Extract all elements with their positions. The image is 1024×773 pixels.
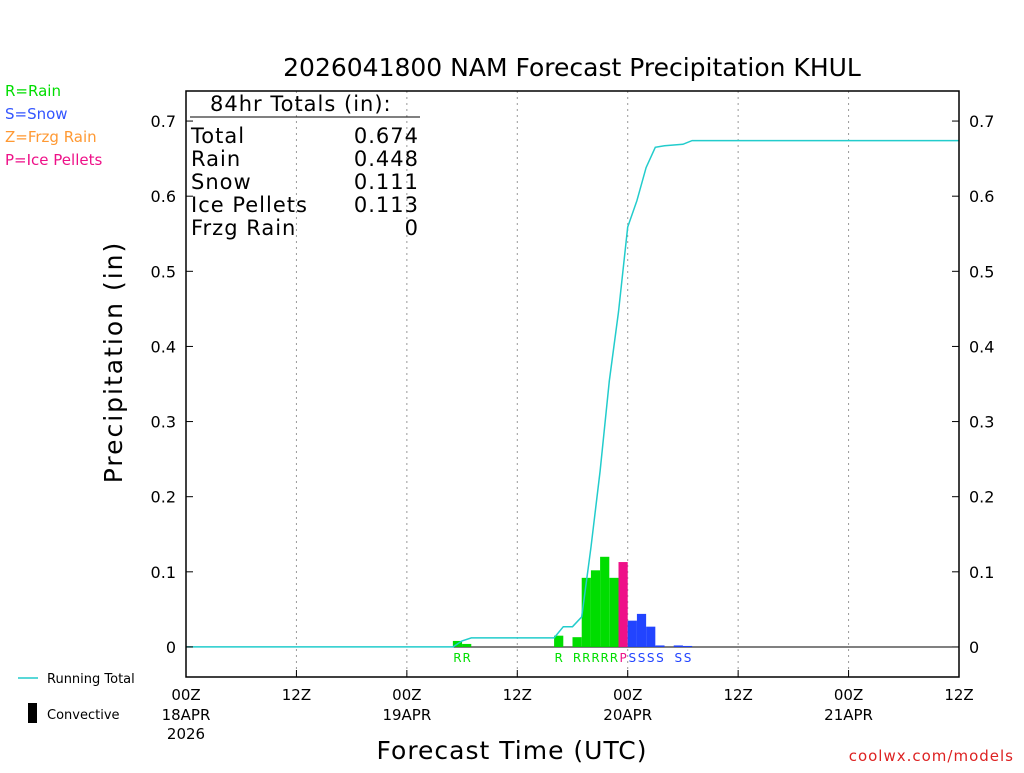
precip-type-label: S (629, 651, 637, 665)
x-tick-label: 00Z (834, 686, 863, 704)
precip-type-label: R (582, 651, 590, 665)
y-tick-label-left: 0 (166, 638, 176, 657)
running-total-line (186, 139, 959, 648)
y-tick-label-left: 0.4 (151, 337, 176, 356)
totals-heading: 84hr Totals (in): (210, 92, 392, 116)
precip-bar (609, 577, 619, 647)
plot-area: R R R R R R R R P S S S S S S0 00.1 0.10.2 0.20.3 0.30.4 0.… (151, 90, 994, 743)
x-tick-year: 2026 (167, 725, 205, 743)
precip-bar (572, 637, 582, 647)
totals-row-label: Frzg Rain (191, 216, 296, 240)
x-tick-label: 00Z (613, 686, 642, 704)
bottom-legend: Running Total Convective (18, 672, 135, 723)
x-axis-label: Forecast Time (UTC) (377, 736, 648, 765)
precip-type-legend-entry: Z=Frzg Rain (5, 128, 97, 146)
y-tick-label-left: 0.5 (151, 262, 176, 281)
precip-type-label: R (555, 651, 563, 665)
y-tick-label-right: 0.4 (969, 337, 994, 356)
running-total-legend-label: Running Total (47, 672, 135, 687)
totals-row-value: 0.448 (354, 147, 419, 171)
y-tick-label-right: 0.5 (969, 262, 994, 281)
x-tick-label: 12Z (944, 686, 973, 704)
totals-box: 84hr Totals (in): Total 0.674 Rain 0.448 Snow… (190, 92, 420, 240)
totals-row-label: Snow (191, 170, 252, 194)
precip-bar (462, 643, 472, 647)
totals-row-label: Rain (191, 147, 241, 171)
totals-row-value: 0.111 (354, 170, 419, 194)
totals-row-value: 0.674 (354, 124, 419, 148)
precip-type-label: S (656, 651, 664, 665)
precip-bar (646, 626, 656, 647)
precip-type-legend-entry: P=Ice Pellets (5, 151, 102, 169)
x-tick-date: 18APR (162, 706, 211, 724)
y-tick-label-right: 0.1 (969, 563, 994, 582)
y-tick-label-left: 0.2 (151, 488, 176, 507)
y-tick-label-left: 0.7 (151, 112, 176, 131)
y-tick-label-right: 0.3 (969, 413, 994, 432)
precip-bar (554, 635, 564, 647)
precip-type-legend: R=Rain S=Snow Z=Frzg Rain P=Ice Pellets (5, 82, 102, 169)
precip-type-label: R (591, 651, 599, 665)
x-tick-label: 12Z (282, 686, 311, 704)
y-tick-label-right: 0.2 (969, 488, 994, 507)
credit-text: coolwx.com/models (849, 747, 1014, 765)
x-tick-date: 21APR (824, 706, 873, 724)
precip-bar (618, 562, 628, 647)
precip-bar (590, 570, 601, 647)
x-tick-label: 12Z (503, 686, 532, 704)
precip-type-label: S (647, 651, 655, 665)
precip-type-label: R (573, 651, 581, 665)
precip-type-label: S (675, 651, 683, 665)
precip-bar (636, 613, 647, 647)
convective-legend-swatch (28, 703, 37, 723)
precip-bar (655, 645, 665, 647)
precip-type-label: R (601, 651, 609, 665)
precip-type-label: R (453, 651, 461, 665)
y-tick-label-right: 0.7 (969, 112, 994, 131)
y-tick-label-left: 0.1 (151, 563, 176, 582)
precip-type-legend-entry: S=Snow (5, 105, 68, 123)
totals-row-value: 0.113 (354, 193, 419, 217)
precip-type-label: R (463, 651, 471, 665)
y-tick-label-left: 0.3 (151, 413, 176, 432)
precip-type-label: S (684, 651, 692, 665)
x-tick-label: 00Z (171, 686, 200, 704)
precip-type-legend-entry: R=Rain (5, 82, 61, 100)
y-tick-label-left: 0.6 (151, 187, 176, 206)
precip-bar (581, 577, 591, 647)
x-tick-date: 20APR (603, 706, 652, 724)
x-tick-label: 12Z (723, 686, 752, 704)
chart-title: 2026041800 NAM Forecast Precipitation KH… (283, 53, 861, 82)
totals-row-value: 0 (405, 216, 419, 240)
precip-bar (600, 556, 610, 647)
totals-row-label: Total (190, 124, 245, 148)
precip-type-label: S (638, 651, 646, 665)
y-tick-label-right: 0.6 (969, 187, 994, 206)
precip-bar (673, 645, 683, 647)
y-axis-label: Precipitation (in) (99, 241, 128, 484)
convective-legend-label: Convective (47, 708, 120, 723)
precip-bar (682, 645, 693, 647)
precip-type-label: R (610, 651, 618, 665)
totals-row-label: Ice Pellets (191, 193, 308, 217)
y-tick-label-right: 0 (969, 638, 979, 657)
precip-type-label: P (619, 651, 626, 665)
x-tick-label: 00Z (392, 686, 421, 704)
x-tick-date: 19APR (382, 706, 431, 724)
precip-bar (627, 620, 637, 647)
plot-frame (185, 90, 960, 678)
